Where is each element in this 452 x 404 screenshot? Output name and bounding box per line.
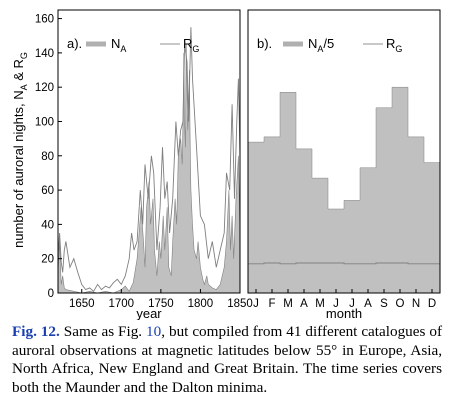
y-tick-label: 160: [35, 14, 54, 26]
series-rg-line: [58, 27, 240, 292]
series-rg-monthly: [248, 262, 440, 265]
month-tick-label: J: [253, 298, 259, 310]
x-tick-label: 1700: [109, 298, 135, 310]
y-tick-label: 40: [41, 219, 54, 231]
x-tick-label: 1850: [227, 298, 253, 310]
bar-na5: [376, 108, 392, 293]
figure: number of auroral nights, NA & RG 0 20 40 6…: [11, 9, 441, 320]
y-axis-label: number of auroral nights, NA & RG: [11, 52, 29, 248]
bar-na5: [312, 178, 328, 293]
figure-caption: Fig. 12. Same as Fig. 10, but compiled f…: [12, 323, 442, 397]
month-tick-label: D: [428, 298, 436, 310]
bar-na5: [408, 137, 424, 293]
month-tick-label: J: [333, 298, 339, 310]
y-tick-label: 60: [41, 185, 54, 197]
month-tick-label: N: [412, 298, 420, 310]
bar-na5: [392, 87, 408, 293]
month-tick-label: O: [396, 298, 405, 310]
bar-na5: [280, 92, 296, 293]
panel-a-label: a).: [67, 36, 82, 51]
panel-b-label: b).: [257, 36, 272, 51]
panel-a: 0 20 40 60 80 100 120 140 160 1650 1700 1750 1800 185…: [35, 9, 253, 320]
bar-na5: [248, 142, 264, 293]
caption-figure-ref[interactable]: 10: [146, 323, 162, 340]
caption-figure-label[interactable]: Fig. 12.: [12, 323, 60, 340]
legend-rg-b-label: RG: [386, 36, 402, 54]
panel-b-frame: [247, 9, 441, 294]
bar-na5: [360, 168, 376, 293]
month-tick-label: A: [300, 298, 308, 310]
bar-na5: [264, 137, 280, 293]
x-axis-label-year: year: [136, 306, 162, 320]
y-tick-label: 100: [35, 116, 54, 128]
bar-na5: [328, 209, 344, 293]
y-tick-label: 0: [48, 288, 54, 300]
legend-na-label: NA: [111, 36, 126, 54]
caption-pre: Same as Fig.: [59, 323, 147, 340]
month-tick-label: S: [380, 298, 388, 310]
month-tick-label: M: [283, 298, 293, 310]
bar-na5: [344, 200, 360, 293]
y-tick-label: 140: [35, 48, 54, 60]
panel-a-frame: [57, 9, 241, 294]
x-tick-label: 1750: [148, 298, 174, 310]
month-tick-label: F: [268, 298, 275, 310]
month-tick-label: M: [315, 298, 325, 310]
series-na5-steps: [248, 86, 440, 293]
y-tick-label: 20: [41, 254, 54, 266]
x-tick-label: 1800: [188, 298, 214, 310]
series-na-area: [58, 44, 240, 293]
bar-na5: [296, 149, 312, 293]
y-tick-label: 120: [35, 82, 54, 94]
month-tick-label: J: [349, 298, 355, 310]
bar-na5: [424, 163, 440, 293]
y-tick-label: 80: [41, 151, 54, 163]
x-tick-label: 1650: [69, 298, 95, 310]
caption-text: , but compiled from 41 different catalog…: [12, 323, 443, 396]
month-tick-label: A: [364, 298, 372, 310]
legend-na5-label: NA/5: [308, 36, 334, 54]
x-axis-label-month: month: [326, 306, 362, 320]
